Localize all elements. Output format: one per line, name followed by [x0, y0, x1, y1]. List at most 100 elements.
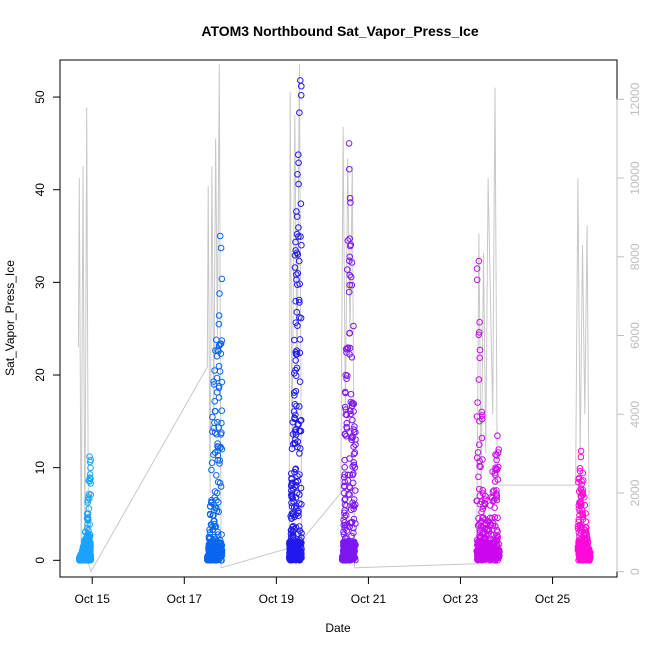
- data-point: [295, 296, 303, 304]
- data-point: [352, 487, 359, 494]
- data-point: [577, 498, 584, 505]
- data-point: [579, 550, 587, 557]
- y-tick-label: 10: [33, 461, 47, 475]
- data-point: [76, 556, 84, 564]
- data-point: [342, 371, 350, 379]
- data-point: [288, 470, 295, 477]
- data-point: [211, 488, 219, 495]
- data-point: [583, 531, 590, 538]
- data-point: [350, 443, 358, 450]
- data-point: [477, 519, 484, 527]
- data-point: [217, 341, 224, 348]
- data-point: [84, 515, 92, 523]
- data-point: [288, 487, 295, 494]
- data-point: [575, 516, 583, 523]
- data-point: [296, 336, 304, 343]
- data-point: [350, 529, 357, 537]
- data-point: [295, 224, 302, 231]
- data-point: [476, 526, 484, 534]
- data-point: [214, 418, 221, 426]
- data-point: [340, 528, 347, 536]
- y2-tick-label: 6000: [628, 322, 642, 349]
- data-point: [287, 556, 294, 564]
- data-point: [215, 394, 223, 401]
- data-point: [479, 486, 487, 494]
- data-point: [476, 548, 484, 556]
- data-point: [214, 452, 222, 459]
- data-point: [575, 536, 583, 544]
- data-point: [296, 523, 303, 530]
- data-point: [286, 542, 294, 550]
- data-point: [340, 516, 347, 524]
- data-point: [341, 464, 349, 471]
- data-point: [579, 469, 587, 477]
- data-point: [475, 473, 482, 481]
- data-point: [297, 233, 304, 240]
- data-point: [341, 403, 349, 411]
- data-point: [493, 456, 500, 464]
- data-point: [296, 500, 303, 507]
- y-axis-label: Sat_Vapor_Press_Ice: [3, 260, 17, 376]
- data-point: [296, 299, 303, 306]
- data-point: [479, 514, 487, 521]
- data-point: [294, 443, 301, 451]
- data-point: [296, 314, 303, 321]
- data-point: [346, 257, 353, 265]
- data-point: [210, 424, 218, 432]
- data-point: [350, 524, 357, 532]
- data-point: [576, 465, 584, 472]
- data-point: [482, 496, 489, 503]
- data-point: [482, 539, 489, 547]
- data-point-peak: [345, 140, 353, 147]
- data-point: [213, 336, 220, 344]
- data-point: [292, 348, 300, 356]
- data-point: [87, 456, 94, 464]
- data-point: [346, 471, 354, 479]
- data-point: [288, 491, 295, 499]
- data-point: [487, 553, 494, 561]
- data-point: [346, 253, 354, 261]
- data-point: [215, 498, 222, 506]
- data-point: [208, 459, 216, 467]
- y2-tick-label: 10000: [628, 161, 642, 195]
- data-point: [350, 555, 357, 562]
- data-point: [208, 466, 215, 474]
- data-point: [346, 407, 354, 414]
- data-point: [344, 477, 352, 484]
- data-point: [293, 402, 300, 410]
- data-point-peak: [86, 453, 93, 460]
- data-point: [297, 484, 305, 492]
- data-point: [350, 461, 358, 469]
- data-point: [476, 462, 483, 470]
- data-point: [494, 449, 502, 456]
- data-point: [214, 478, 222, 486]
- data-point: [349, 471, 356, 479]
- data-point: [484, 547, 491, 555]
- data-point: [345, 288, 353, 296]
- data-point: [292, 411, 299, 419]
- data-point: [297, 543, 305, 550]
- data-point: [296, 109, 303, 116]
- data-point-peak: [297, 77, 304, 84]
- data-point: [495, 446, 503, 453]
- data-point: [478, 434, 486, 442]
- data-point: [291, 336, 298, 344]
- data-point: [215, 384, 223, 392]
- data-point: [475, 376, 483, 383]
- data-point: [209, 428, 216, 436]
- data-point: [294, 489, 301, 497]
- data-point: [207, 511, 214, 519]
- data-point: [293, 505, 300, 512]
- data-point: [288, 510, 296, 518]
- data-point: [347, 273, 355, 281]
- data-point: [211, 504, 219, 512]
- chart-title: ATOM3 Northbound Sat_Vapor_Press_Ice: [201, 23, 478, 39]
- y-tick-label: 40: [33, 183, 47, 197]
- data-point: [294, 473, 301, 480]
- x-axis: Oct 15 Oct 17 Oct 19 Oct 21 Oct 23 Oct 25: [75, 576, 571, 606]
- data-point: [215, 312, 223, 319]
- secondary-series-line: [77, 63, 590, 573]
- data-point: [343, 375, 350, 383]
- data-point: [218, 531, 225, 538]
- data-point: [83, 539, 91, 547]
